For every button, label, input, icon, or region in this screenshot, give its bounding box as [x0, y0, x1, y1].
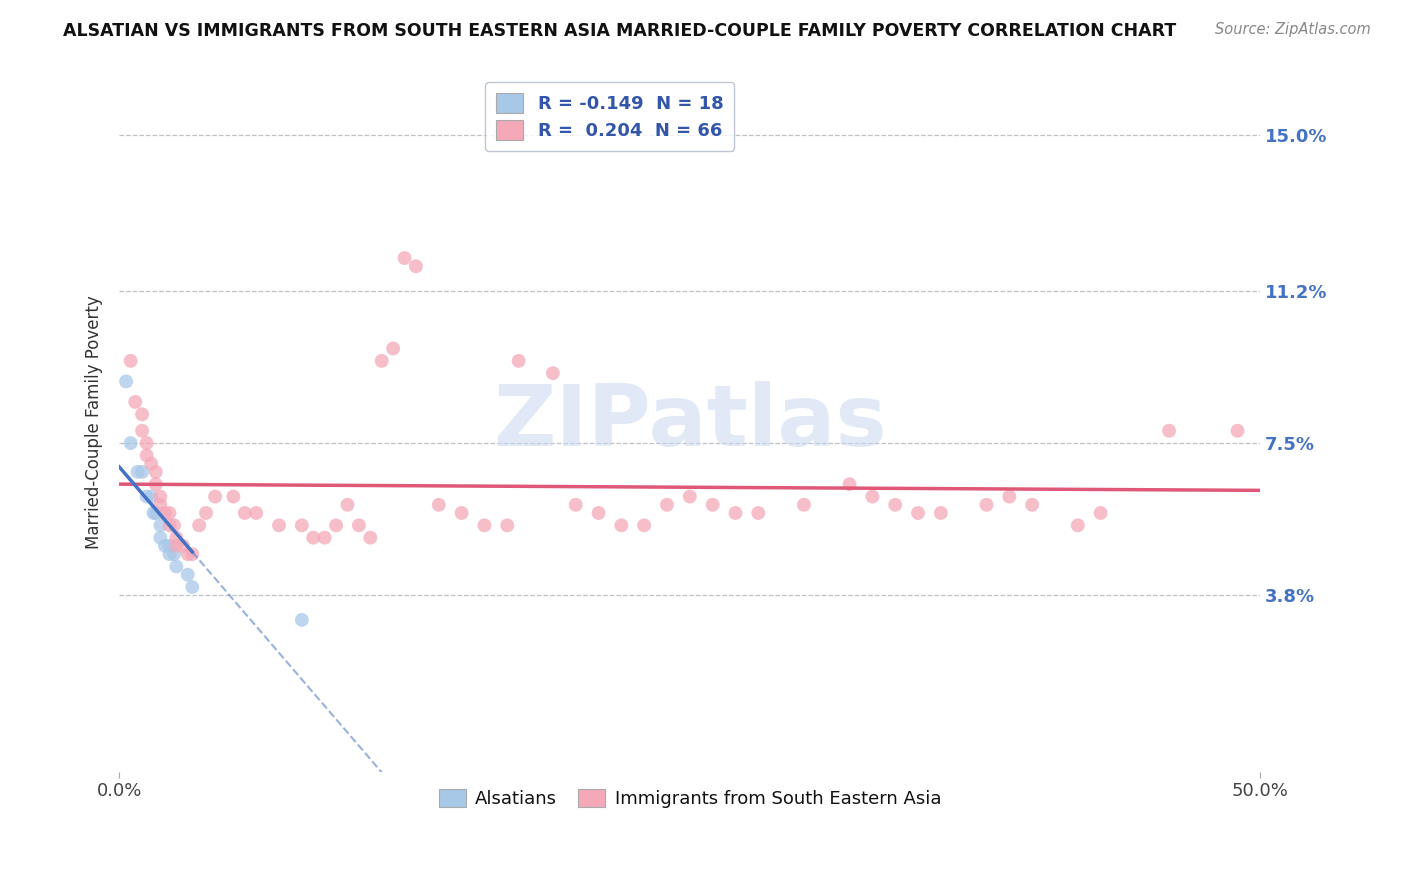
Point [302, 531, 325, 545]
Point [884, 498, 907, 512]
Legend: Alsatians, Immigrants from South Eastern Asia: Alsatians, Immigrants from South Eastern… [432, 781, 948, 815]
Point [541, 366, 564, 380]
Point [149, 518, 172, 533]
Point [131, 465, 153, 479]
Point [165, 559, 187, 574]
Point [747, 506, 769, 520]
Point [120, 436, 142, 450]
Point [860, 490, 883, 504]
Y-axis label: Married-Couple Family Poverty: Married-Couple Family Poverty [86, 295, 103, 549]
Point [394, 251, 416, 265]
Point [907, 506, 929, 520]
Point [564, 498, 586, 512]
Point [347, 518, 370, 533]
Point [496, 518, 519, 533]
Text: ZIPatlas: ZIPatlas [494, 381, 887, 464]
Point [195, 506, 218, 520]
Point [336, 498, 359, 512]
Point [291, 613, 314, 627]
Point [135, 449, 157, 463]
Point [135, 490, 157, 504]
Point [141, 490, 163, 504]
Point [679, 490, 702, 504]
Point [177, 547, 200, 561]
Point [382, 342, 405, 356]
Point [655, 498, 678, 512]
Point [370, 354, 392, 368]
Point [405, 259, 427, 273]
Point [159, 547, 181, 561]
Point [702, 498, 724, 512]
Point [165, 539, 187, 553]
Point [127, 465, 149, 479]
Point [610, 518, 633, 533]
Point [1067, 518, 1090, 533]
Point [588, 506, 610, 520]
Point [120, 354, 142, 368]
Point [724, 506, 747, 520]
Point [181, 547, 204, 561]
Point [291, 518, 314, 533]
Point [115, 375, 138, 389]
Point [508, 354, 530, 368]
Point [159, 539, 181, 553]
Point [976, 498, 998, 512]
Point [929, 506, 952, 520]
Point [135, 436, 157, 450]
Point [145, 506, 167, 520]
Point [153, 539, 176, 553]
Point [450, 506, 472, 520]
Point [325, 518, 347, 533]
Point [427, 498, 450, 512]
Text: Source: ZipAtlas.com: Source: ZipAtlas.com [1215, 22, 1371, 37]
Point [267, 518, 290, 533]
Point [145, 477, 167, 491]
Point [131, 424, 153, 438]
Point [245, 506, 267, 520]
Point [163, 518, 186, 533]
Point [474, 518, 496, 533]
Point [159, 506, 181, 520]
Point [188, 518, 211, 533]
Point [633, 518, 655, 533]
Point [177, 567, 200, 582]
Point [204, 490, 226, 504]
Point [131, 407, 153, 421]
Point [359, 531, 381, 545]
Text: ALSATIAN VS IMMIGRANTS FROM SOUTH EASTERN ASIA MARRIED-COUPLE FAMILY POVERTY COR: ALSATIAN VS IMMIGRANTS FROM SOUTH EASTER… [63, 22, 1177, 40]
Point [141, 457, 163, 471]
Point [142, 506, 165, 520]
Point [149, 490, 172, 504]
Point [153, 506, 176, 520]
Point [172, 539, 194, 553]
Point [124, 395, 146, 409]
Point [1226, 424, 1249, 438]
Point [163, 547, 186, 561]
Point [998, 490, 1021, 504]
Point [149, 498, 172, 512]
Point [793, 498, 815, 512]
Point [1021, 498, 1043, 512]
Point [181, 580, 204, 594]
Point [1157, 424, 1180, 438]
Point [1090, 506, 1112, 520]
Point [222, 490, 245, 504]
Point [165, 531, 187, 545]
Point [314, 531, 336, 545]
Point [233, 506, 256, 520]
Point [838, 477, 860, 491]
Point [145, 465, 167, 479]
Point [149, 531, 172, 545]
Point [159, 518, 181, 533]
